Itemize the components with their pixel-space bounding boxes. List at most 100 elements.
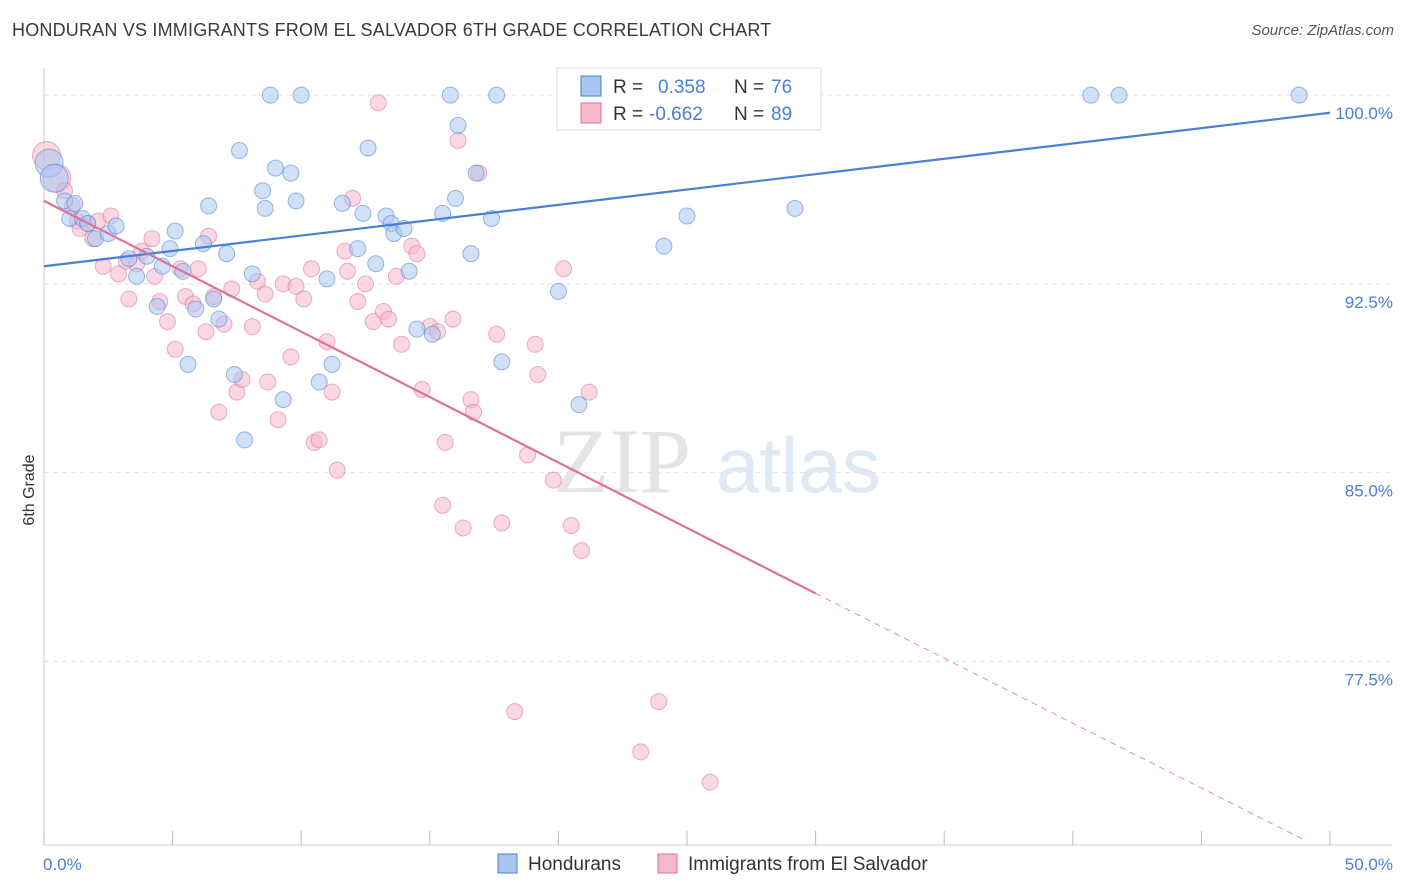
- point-hondurans: [128, 267, 146, 285]
- point-el-salvador: [282, 348, 300, 366]
- x-tick-label: 0.0%: [43, 855, 82, 874]
- watermark-zip: ZIP: [553, 410, 691, 512]
- point-el-salvador: [323, 383, 341, 401]
- point-hondurans: [194, 235, 212, 253]
- point-hondurans: [483, 209, 501, 227]
- point-el-salvador: [256, 285, 274, 303]
- point-hondurans: [210, 310, 228, 328]
- point-hondurans: [1082, 86, 1100, 104]
- point-hondurans: [408, 320, 426, 338]
- point-hondurans: [423, 325, 441, 343]
- point-el-salvador: [380, 310, 398, 328]
- y-tick-label: 92.5%: [1345, 293, 1393, 312]
- point-el-salvador: [436, 433, 454, 451]
- point-el-salvador: [369, 94, 387, 112]
- point-hondurans: [205, 290, 223, 308]
- bottom-legend-label-el-salvador: Immigrants from El Salvador: [688, 854, 928, 875]
- point-el-salvador: [210, 403, 228, 421]
- point-hondurans: [254, 182, 272, 200]
- chart-title: HONDURAN VS IMMIGRANTS FROM EL SALVADOR …: [12, 20, 772, 40]
- point-hondurans: [310, 373, 328, 391]
- point-hondurans: [493, 353, 511, 371]
- y-tick-label: 85.0%: [1345, 482, 1393, 501]
- point-hondurans: [66, 194, 84, 212]
- point-el-salvador: [243, 318, 261, 336]
- legend-r-value-1: 0.358: [658, 77, 706, 98]
- point-hondurans: [449, 116, 467, 134]
- legend-swatch-el-salvador: [580, 102, 602, 124]
- point-el-salvador: [197, 323, 215, 341]
- point-el-salvador: [434, 496, 452, 514]
- point-hondurans: [187, 300, 205, 318]
- point-el-salvador: [529, 365, 547, 383]
- point-el-salvador: [408, 245, 426, 263]
- point-hondurans: [292, 86, 310, 104]
- point-hondurans: [462, 245, 480, 263]
- watermark-atlas: atlas: [716, 421, 881, 509]
- point-hondurans: [359, 139, 377, 157]
- point-hondurans: [274, 391, 292, 409]
- point-el-salvador: [454, 519, 472, 537]
- trend-line-hondurans: [43, 111, 1331, 268]
- legend-r-label-2: R =: [613, 104, 643, 125]
- point-hondurans: [166, 222, 184, 240]
- series-legend: Hondurans Immigrants from El Salvador: [497, 853, 928, 875]
- point-el-salvador: [259, 373, 277, 391]
- legend-r-label-1: R =: [613, 77, 643, 98]
- point-el-salvador: [269, 411, 287, 429]
- point-hondurans: [39, 163, 69, 193]
- point-el-salvador: [526, 335, 544, 353]
- point-el-salvador: [166, 340, 184, 358]
- point-el-salvador: [189, 260, 207, 278]
- point-hondurans: [179, 355, 197, 373]
- trend-lines: [43, 111, 1331, 841]
- point-hondurans: [107, 217, 125, 235]
- point-hondurans: [148, 298, 166, 316]
- y-tick-label: 77.5%: [1345, 670, 1393, 689]
- point-el-salvador: [493, 514, 511, 532]
- point-el-salvador: [555, 260, 573, 278]
- point-el-salvador: [650, 693, 668, 711]
- point-el-salvador: [562, 516, 580, 534]
- point-hondurans: [354, 204, 372, 222]
- point-el-salvador: [349, 292, 367, 310]
- point-el-salvador: [302, 260, 320, 278]
- point-el-salvador: [465, 403, 483, 421]
- point-hondurans: [1290, 86, 1308, 104]
- axes: [43, 68, 1392, 846]
- point-hondurans: [678, 207, 696, 225]
- point-el-salvador: [310, 431, 328, 449]
- point-hondurans: [120, 250, 138, 268]
- trend-extension-el-salvador: [815, 592, 1305, 841]
- y-axis-label: 6th Grade: [21, 454, 38, 525]
- tick-labels: 100.0% 92.5% 85.0% 77.5% 0.0% 50.0%: [43, 104, 1393, 874]
- point-el-salvador: [580, 383, 598, 401]
- point-el-salvador: [110, 265, 128, 283]
- point-el-salvador: [287, 277, 305, 295]
- point-hondurans: [333, 194, 351, 212]
- point-el-salvador: [158, 313, 176, 331]
- point-el-salvador: [506, 703, 524, 721]
- point-hondurans: [488, 86, 506, 104]
- point-hondurans: [243, 265, 261, 283]
- point-el-salvador: [544, 471, 562, 489]
- point-hondurans: [218, 245, 236, 263]
- source-credit: Source: ZipAtlas.com: [1251, 22, 1394, 39]
- point-el-salvador: [701, 773, 719, 791]
- legend-n-label-1: N =: [734, 77, 764, 98]
- point-hondurans: [318, 270, 336, 288]
- point-hondurans: [287, 192, 305, 210]
- point-hondurans: [549, 282, 567, 300]
- point-el-salvador: [393, 335, 411, 353]
- point-hondurans: [441, 86, 459, 104]
- correlation-legend: R = 0.358 N = 76 R = -0.662 N = 89: [556, 67, 822, 131]
- legend-swatch-hondurans: [580, 75, 602, 97]
- point-el-salvador: [357, 275, 374, 293]
- point-hondurans: [367, 255, 385, 273]
- point-el-salvador: [444, 310, 462, 328]
- point-hondurans: [256, 199, 274, 217]
- bottom-legend-swatch-hondurans: [497, 853, 518, 874]
- legend-n-value-2: 89: [771, 104, 792, 125]
- y-tick-label: 100.0%: [1335, 104, 1393, 123]
